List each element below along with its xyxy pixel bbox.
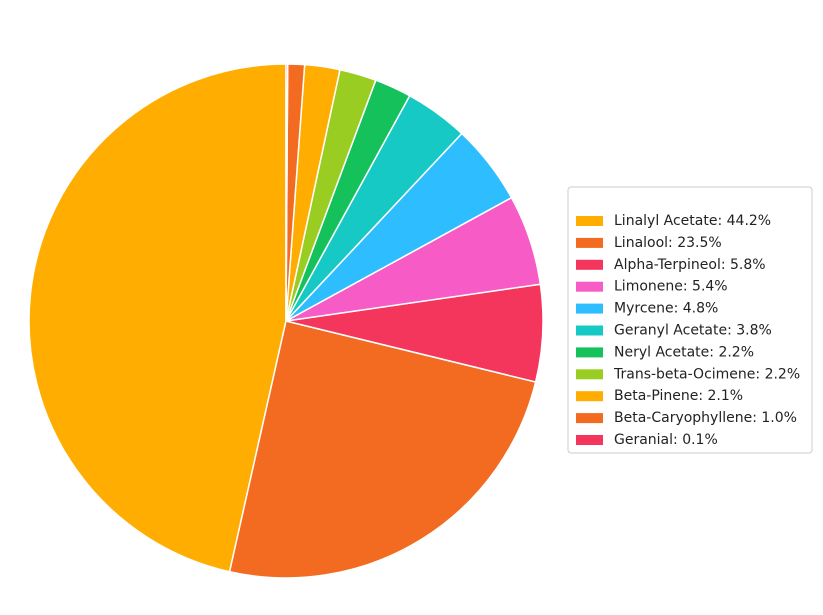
legend-swatch (576, 347, 603, 358)
legend-label: Linalool: 23.5% (614, 235, 722, 251)
legend-swatch (576, 413, 603, 424)
pie-slice (28, 63, 287, 573)
legend-swatch (576, 369, 603, 380)
legend-label: Linalyl Acetate: 44.2% (614, 213, 771, 229)
legend-label: Geranyl Acetate: 3.8% (614, 323, 772, 339)
legend-label: Limonene: 5.4% (614, 279, 728, 295)
legend-label: Myrcene: 4.8% (614, 301, 718, 317)
legend-label: Neryl Acetate: 2.2% (614, 344, 754, 360)
legend-box (567, 186, 813, 454)
legend-swatch (576, 303, 603, 314)
legend-swatch (576, 391, 603, 402)
legend-swatch (576, 216, 603, 226)
legend-label: Beta-Caryophyllene: 1.0% (614, 410, 797, 426)
legend-swatch (576, 435, 603, 445)
legend-swatch (576, 325, 603, 336)
legend-swatch (576, 281, 603, 292)
legend-label: Beta-Pinene: 2.1% (614, 388, 743, 404)
legend-label: Trans-beta-Ocimene: 2.2% (613, 366, 800, 382)
legend-label: Geranial: 0.1% (614, 432, 718, 448)
pie-slice (228, 320, 537, 579)
legend-swatch (576, 237, 603, 248)
pie-slice (285, 63, 289, 322)
legend-swatch (576, 259, 603, 270)
legend-label: Alpha-Terpineol: 5.8% (614, 257, 766, 273)
